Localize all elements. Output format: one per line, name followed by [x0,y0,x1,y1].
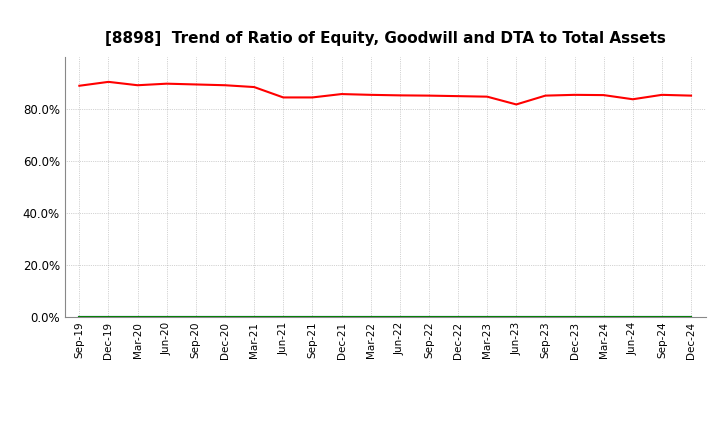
Deferred Tax Assets [483,314,492,319]
Goodwill [308,314,317,319]
Equity [512,102,521,107]
Goodwill [250,314,258,319]
Equity [454,94,462,99]
Deferred Tax Assets [425,314,433,319]
Goodwill [483,314,492,319]
Goodwill [220,314,229,319]
Goodwill [425,314,433,319]
Goodwill [395,314,404,319]
Goodwill [599,314,608,319]
Deferred Tax Assets [192,314,200,319]
Deferred Tax Assets [687,314,696,319]
Goodwill [454,314,462,319]
Goodwill [192,314,200,319]
Line: Equity: Equity [79,82,691,104]
Equity [308,95,317,100]
Deferred Tax Assets [629,314,637,319]
Equity [75,83,84,88]
Equity [133,83,142,88]
Equity [599,92,608,98]
Deferred Tax Assets [104,314,113,319]
Title: [8898]  Trend of Ratio of Equity, Goodwill and DTA to Total Assets: [8898] Trend of Ratio of Equity, Goodwil… [105,31,665,46]
Equity [483,94,492,99]
Equity [192,82,200,87]
Deferred Tax Assets [279,314,287,319]
Equity [657,92,666,98]
Deferred Tax Assets [220,314,229,319]
Equity [104,79,113,84]
Deferred Tax Assets [541,314,550,319]
Goodwill [366,314,375,319]
Deferred Tax Assets [512,314,521,319]
Equity [163,81,171,86]
Equity [337,92,346,97]
Deferred Tax Assets [308,314,317,319]
Deferred Tax Assets [599,314,608,319]
Goodwill [570,314,579,319]
Deferred Tax Assets [133,314,142,319]
Goodwill [337,314,346,319]
Deferred Tax Assets [163,314,171,319]
Goodwill [541,314,550,319]
Deferred Tax Assets [337,314,346,319]
Equity [366,92,375,98]
Equity [279,95,287,100]
Equity [250,84,258,90]
Goodwill [512,314,521,319]
Equity [541,93,550,98]
Deferred Tax Assets [454,314,462,319]
Goodwill [104,314,113,319]
Equity [220,83,229,88]
Equity [570,92,579,98]
Deferred Tax Assets [250,314,258,319]
Goodwill [75,314,84,319]
Equity [629,97,637,102]
Deferred Tax Assets [75,314,84,319]
Goodwill [163,314,171,319]
Goodwill [279,314,287,319]
Goodwill [629,314,637,319]
Deferred Tax Assets [395,314,404,319]
Equity [425,93,433,98]
Goodwill [133,314,142,319]
Goodwill [687,314,696,319]
Equity [395,93,404,98]
Deferred Tax Assets [570,314,579,319]
Deferred Tax Assets [366,314,375,319]
Deferred Tax Assets [657,314,666,319]
Goodwill [657,314,666,319]
Equity [687,93,696,98]
